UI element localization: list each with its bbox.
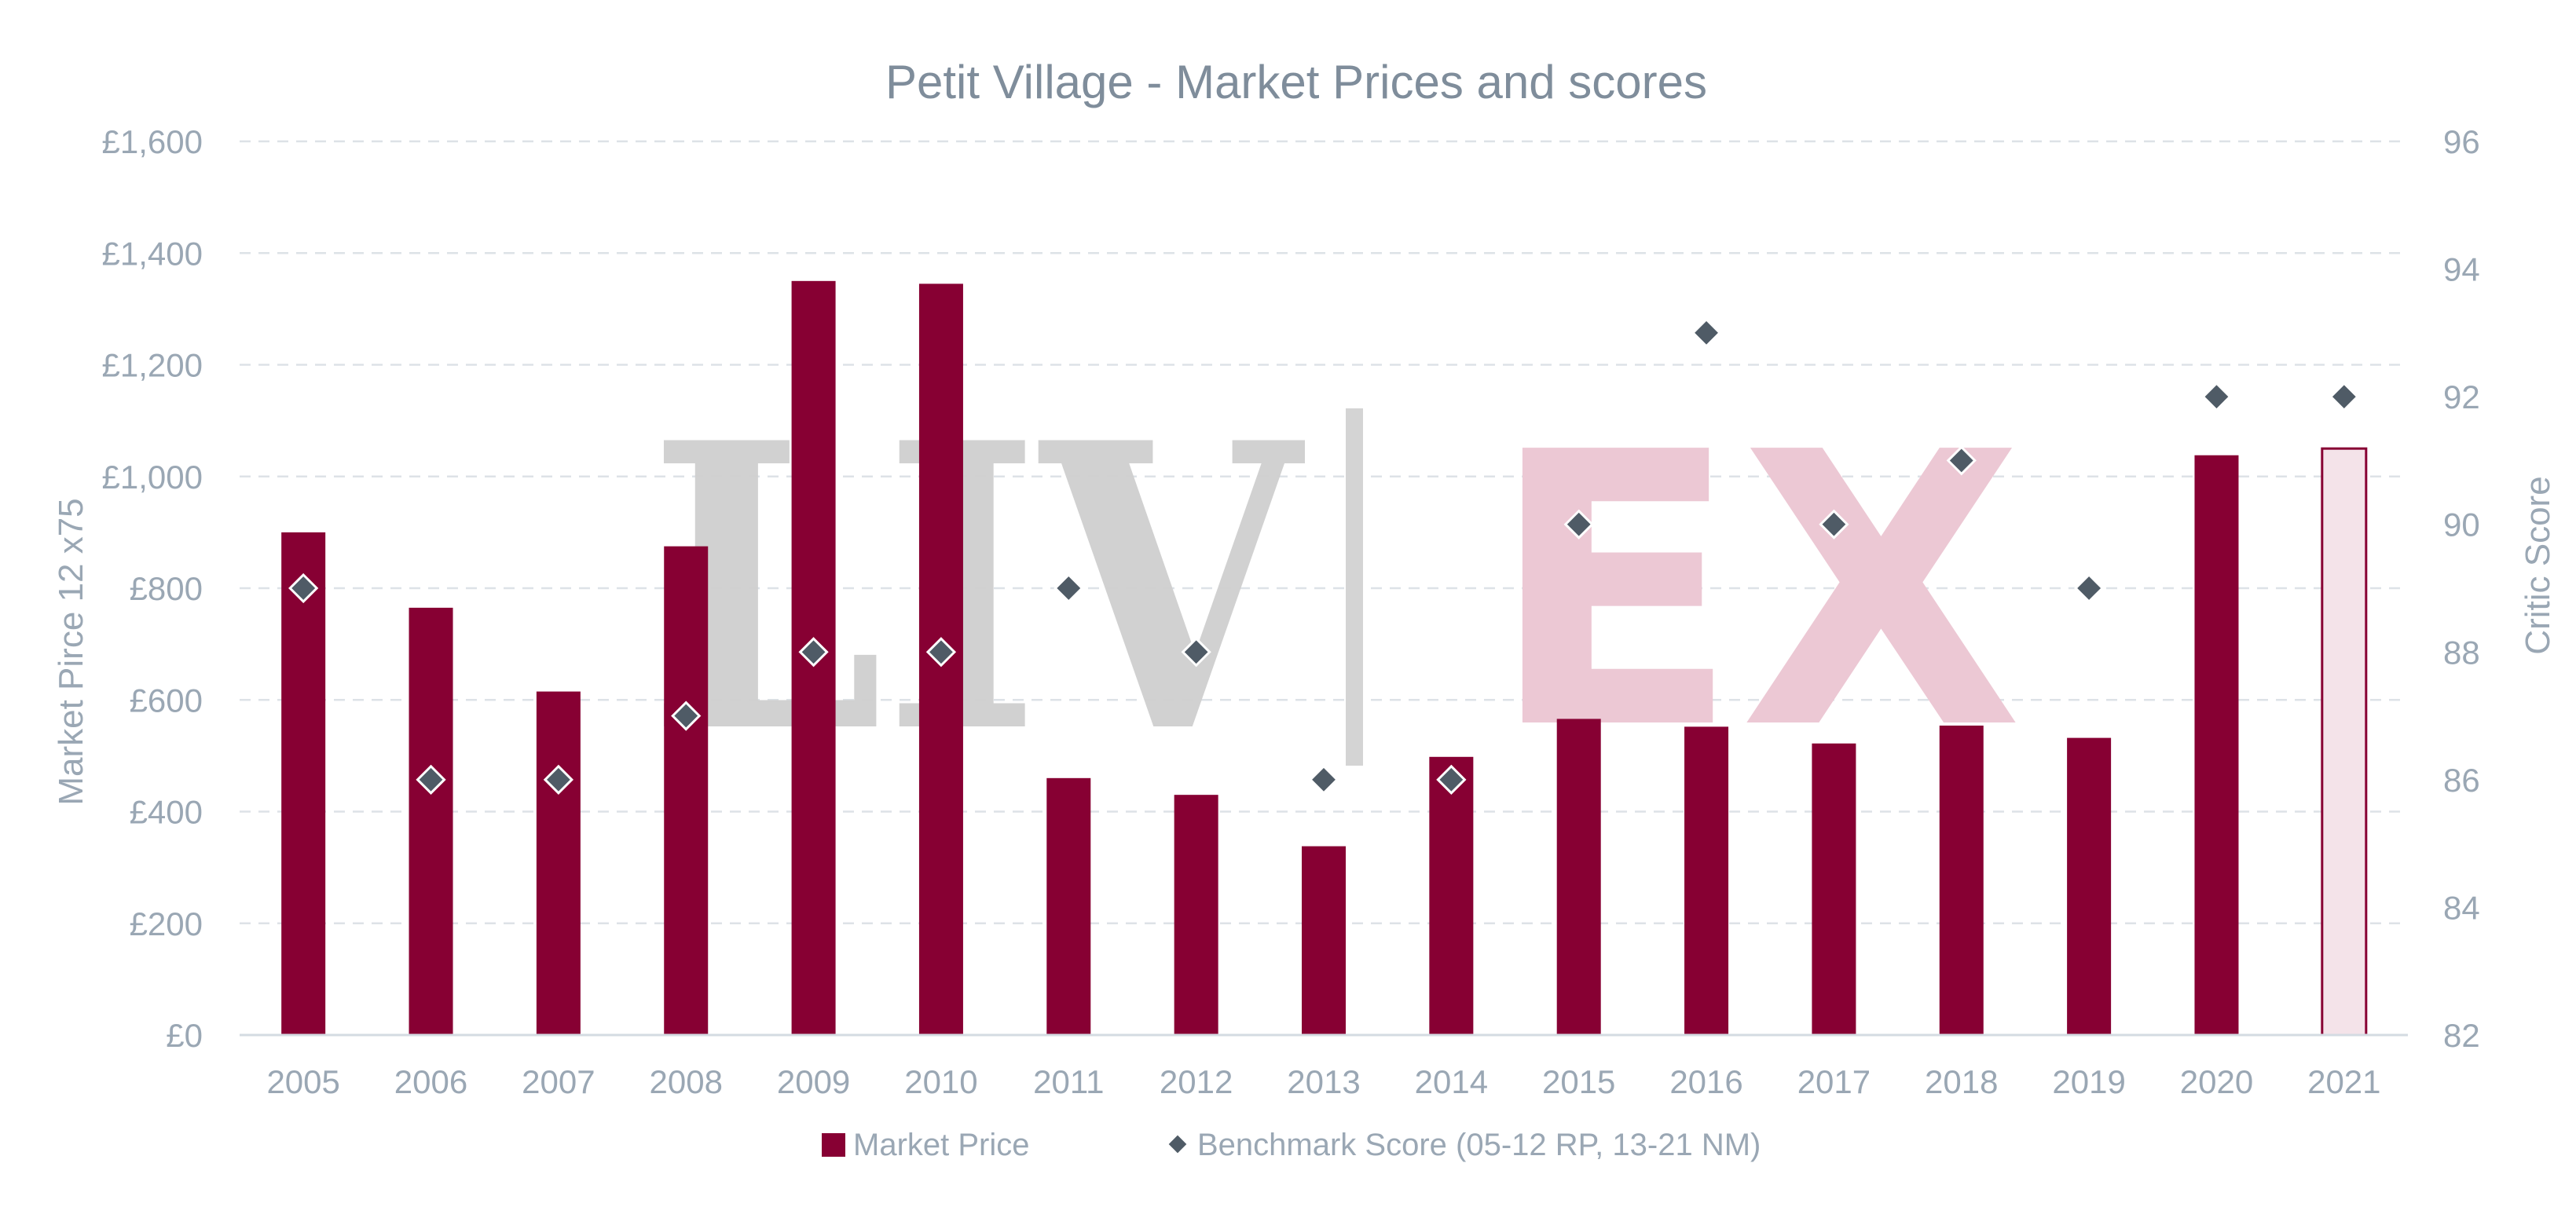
watermark-divider — [1346, 408, 1363, 766]
y-right-tick-label: 86 — [2443, 762, 2480, 799]
bar-market-price-2013 — [1302, 846, 1346, 1035]
y-left-tick-label: £1,400 — [102, 235, 203, 272]
point-benchmark-score-2007 — [543, 764, 574, 795]
point-benchmark-score-2016 — [1691, 317, 1722, 348]
x-tick-label: 2013 — [1287, 1063, 1360, 1100]
bar-market-price-2018 — [1939, 725, 1984, 1035]
bar-market-price-2007 — [536, 691, 581, 1035]
legend-market-price-label: Market Price — [853, 1128, 1030, 1162]
chart-title: Petit Village - Market Prices and scores — [885, 56, 1707, 108]
bar-market-price-2012 — [1174, 795, 1218, 1035]
y-right-tick-label: 82 — [2443, 1017, 2480, 1054]
bar-market-price-2011 — [1046, 777, 1091, 1035]
point-benchmark-score-2012 — [1181, 637, 1211, 668]
bar-market-price-2017 — [1812, 743, 1856, 1035]
y-left-axis-title: Market Pirce 12 x75 — [52, 498, 90, 805]
legend-benchmark-score-label: Benchmark Score (05-12 RP, 13-21 NM) — [1197, 1128, 1761, 1162]
point-benchmark-score-2009 — [798, 637, 829, 668]
y-left-tick-label: £200 — [130, 905, 203, 942]
y-left-tick-label: £0 — [166, 1017, 203, 1054]
bar-market-price-2014 — [1429, 756, 1474, 1035]
point-benchmark-score-2005 — [288, 572, 319, 604]
bar-market-price-2008 — [664, 546, 709, 1035]
legend-market-price-swatch — [822, 1133, 845, 1157]
x-tick-label: 2017 — [1797, 1063, 1871, 1100]
point-benchmark-score-2021 — [2329, 382, 2359, 412]
x-tick-label: 2010 — [904, 1063, 977, 1100]
y-left-tick-label: £400 — [130, 794, 203, 831]
point-benchmark-score-2018 — [1946, 445, 1977, 476]
point-benchmark-score-2010 — [925, 637, 957, 668]
y-right-tick-label: 94 — [2443, 251, 2480, 288]
bar-market-price-2019 — [2067, 737, 2112, 1035]
legend: Market Price Benchmark Score (05-12 RP, … — [822, 1128, 1761, 1162]
x-tick-label: 2019 — [2052, 1063, 2125, 1100]
bar-market-price-2006 — [409, 607, 453, 1035]
watermark-left-text: LIV — [648, 358, 1307, 819]
y-right-tick-label: 96 — [2443, 123, 2480, 160]
y-left-tick-label: £800 — [130, 570, 203, 607]
y-left-tick-label: £1,000 — [102, 459, 203, 496]
point-benchmark-score-2006 — [416, 764, 446, 795]
liv-ex-watermark: LIV EX — [648, 358, 2023, 819]
point-benchmark-score-2015 — [1563, 509, 1594, 539]
x-tick-label: 2007 — [522, 1063, 595, 1100]
point-benchmark-score-2008 — [671, 700, 702, 731]
y-left-tick-label: £1,200 — [102, 347, 203, 384]
y-right-axis-title: Critic Score — [2519, 476, 2557, 654]
y-right-tick-label: 90 — [2443, 507, 2480, 543]
y-right-tick-label: 88 — [2443, 634, 2480, 671]
x-tick-label: 2021 — [2307, 1063, 2380, 1100]
legend-benchmark-score-swatch — [1168, 1135, 1187, 1154]
bar-market-price-2015 — [1556, 719, 1601, 1035]
benchmark-score-points — [288, 317, 2359, 795]
bar-market-price-2005 — [281, 532, 326, 1035]
bar-market-price-2021 — [2321, 447, 2368, 1037]
x-tick-label: 2014 — [1415, 1063, 1488, 1100]
axes: £0 £200 £400 £600 £800 £1,000 £1,200 £1,400 £1,6… — [102, 123, 2480, 1100]
point-benchmark-score-2014 — [1436, 764, 1467, 795]
x-tick-label: 2015 — [1542, 1063, 1615, 1100]
point-benchmark-score-2013 — [1308, 764, 1339, 795]
x-tick-label: 2006 — [394, 1063, 467, 1100]
point-benchmark-score-2020 — [2201, 382, 2232, 412]
bar-market-price-2016 — [1684, 726, 1729, 1035]
point-benchmark-score-2017 — [1819, 509, 1849, 539]
market-price-bars — [281, 280, 2368, 1037]
grid-lines — [240, 140, 2408, 924]
y-left-tick-label: £600 — [130, 682, 203, 719]
point-benchmark-score-2011 — [1053, 572, 1084, 604]
y-left-tick-label: £1,600 — [102, 123, 203, 160]
bar-market-price-2020 — [2194, 455, 2239, 1035]
x-tick-label: 2008 — [650, 1063, 723, 1100]
x-tick-label: 2005 — [266, 1063, 339, 1100]
y-right-tick-label: 84 — [2443, 889, 2480, 926]
point-benchmark-score-2019 — [2073, 572, 2105, 604]
y-right-tick-label: 92 — [2443, 379, 2480, 415]
x-tick-label: 2020 — [2180, 1063, 2253, 1100]
x-tick-label: 2011 — [1033, 1063, 1104, 1100]
x-tick-label: 2016 — [1669, 1063, 1742, 1100]
x-tick-label: 2009 — [777, 1063, 850, 1100]
x-tick-label: 2018 — [1925, 1063, 1998, 1100]
x-tick-label: 2012 — [1160, 1063, 1233, 1100]
